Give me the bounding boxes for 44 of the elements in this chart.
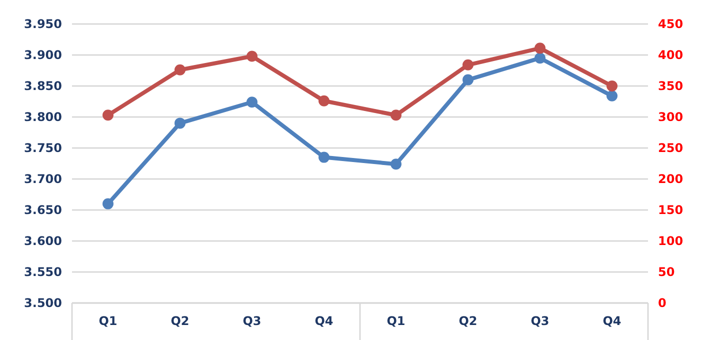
y2-tick-label: 350 (658, 79, 684, 94)
y2-tick-label: 300 (658, 110, 684, 124)
x-tick-label: Q1 (386, 314, 406, 328)
point (174, 64, 186, 76)
y2-tick-label: 400 (658, 48, 684, 62)
point (174, 118, 186, 129)
point (534, 52, 546, 64)
y-tick-label: 3.600 (24, 234, 62, 248)
x-tick-label: Q2 (170, 314, 190, 328)
y-tick-label: 3.550 (24, 265, 62, 280)
point (246, 50, 258, 62)
y-tick-label: 3.500 (24, 296, 62, 310)
point (606, 90, 618, 102)
point (246, 96, 258, 108)
point (102, 110, 114, 121)
x-tick-label: Q1 (98, 314, 118, 328)
y-tick-label: 3.700 (24, 172, 62, 186)
x-tick-label: Q4 (602, 314, 622, 328)
y-tick-label: 3.750 (24, 141, 62, 156)
y-tick-label: 3.650 (24, 203, 62, 218)
y-tick-label: 3.850 (24, 79, 62, 94)
point (318, 95, 330, 106)
x-tick-label: Q2 (458, 314, 478, 328)
y-tick-label: 3.900 (24, 48, 62, 62)
point (390, 110, 402, 121)
y2-tick-label: 450 (658, 17, 684, 32)
point (462, 59, 474, 70)
y2-tick-label: 150 (658, 203, 684, 218)
y2-tick-label: 50 (658, 265, 675, 280)
y-tick-label: 3.800 (24, 110, 62, 124)
y-tick-label: 3.950 (24, 17, 62, 32)
point (390, 158, 402, 170)
x-tick-label: Q3 (530, 314, 550, 328)
y2-tick-label: 200 (658, 172, 684, 186)
point (318, 152, 330, 163)
x-tick-label: Q4 (314, 314, 334, 328)
y2-tick-label: 250 (658, 141, 684, 156)
point (102, 198, 114, 210)
point (534, 42, 546, 54)
point (606, 80, 618, 92)
x-tick-label: Q3 (242, 314, 262, 328)
y2-tick-label: 100 (658, 234, 684, 248)
y2-tick-label: 0 (658, 296, 666, 310)
point (462, 74, 474, 86)
